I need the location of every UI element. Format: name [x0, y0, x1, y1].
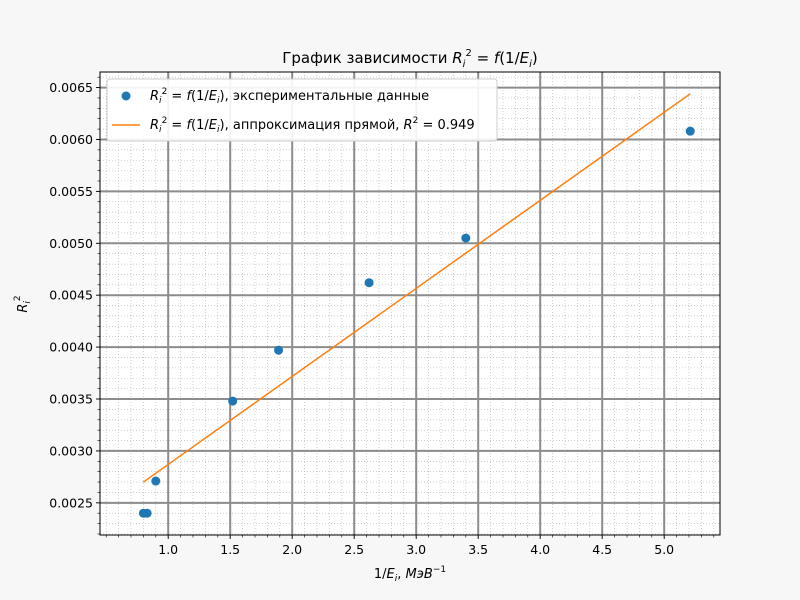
data-point: [228, 396, 238, 406]
y-tick-label: 0.0040: [49, 340, 93, 355]
data-point: [364, 278, 374, 288]
x-tick-label: 3.0: [406, 542, 426, 557]
legend: Ri2 = f(1/Ei), экспериментальные данные …: [106, 78, 498, 142]
data-point: [685, 126, 695, 136]
legend-label-line: Ri2 = f(1/Ei), аппроксимация прямой, R2 …: [150, 116, 475, 135]
x-tick-label: 2.0: [282, 542, 302, 557]
fit-line: [142, 93, 691, 483]
chart-title: График зависимости Ri2 = f(1/Ei): [282, 48, 538, 70]
y-tick-label: 0.0035: [49, 392, 93, 407]
ticks: 1.0 1.5 2.0 2.5 3.0 3.5 4.0 4.5 5.0 0.0025 0.0030 0…: [49, 76, 715, 557]
legend-label-scatter: Ri2 = f(1/Ei), экспериментальные данные: [150, 87, 429, 106]
y-tick-label: 0.0055: [49, 184, 93, 199]
x-tick-label: 1.0: [158, 542, 178, 557]
y-tick-label: 0.0060: [49, 132, 93, 147]
x-tick-label: 4.0: [530, 542, 550, 557]
x-tick-label: 3.5: [468, 542, 488, 557]
data-point: [151, 476, 161, 486]
plot-frame: [99, 71, 721, 536]
plot-area: [100, 72, 720, 535]
legend-marker-scatter: [121, 91, 131, 101]
data-layer: [138, 93, 695, 518]
x-axis-label: 1/Ei, МэВ−1: [374, 565, 446, 584]
y-tick-label: 0.0025: [49, 495, 93, 510]
y-tick-label: 0.0045: [49, 288, 93, 303]
y-axis-label: Ri2: [13, 295, 33, 312]
y-tick-label: 0.0065: [49, 80, 93, 95]
x-tick-label: 1.5: [220, 542, 240, 557]
data-point: [274, 345, 284, 355]
data-point: [461, 233, 471, 243]
y-tick-label: 0.0030: [49, 443, 93, 458]
data-point: [142, 508, 152, 518]
x-tick-label: 4.5: [592, 542, 612, 557]
legend-box: [106, 78, 498, 142]
x-tick-label: 2.5: [344, 542, 364, 557]
y-tick-label: 0.0050: [49, 236, 93, 251]
x-tick-label: 5.0: [654, 542, 674, 557]
